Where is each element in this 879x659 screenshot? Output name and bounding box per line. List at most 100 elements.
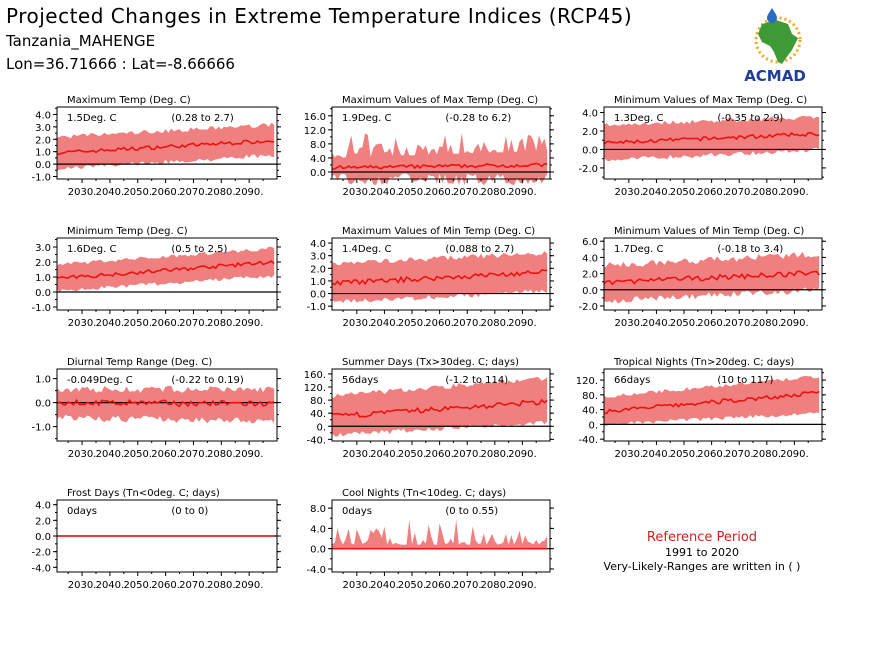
x-tick-label: 2070. (179, 318, 208, 329)
location-label: Tanzania_MAHENGE (6, 32, 156, 50)
y-tick-label: -1.0 (31, 173, 51, 184)
x-tick-label: 2090. (235, 318, 264, 329)
plot-frame (603, 368, 823, 442)
y-tick-label: 0.0 (582, 145, 598, 156)
x-tick-label: 2050. (398, 187, 427, 198)
change-value: 1.7Deg. C (614, 244, 663, 255)
median-line (56, 139, 275, 156)
y-tick-label: 1.0 (35, 273, 51, 284)
x-tick-label: 2030. (68, 187, 97, 198)
y-tick-label: 4.0 (310, 524, 326, 535)
x-tick-label: 2050. (670, 318, 699, 329)
x-tick-label: 2070. (453, 187, 482, 198)
y-tick-label: 3.0 (35, 243, 51, 254)
y-tick-label: 6.0 (582, 237, 598, 248)
y-tick-label: 0. (316, 422, 326, 433)
median-line (603, 131, 820, 145)
x-tick-label: 2050. (398, 580, 427, 591)
y-tick-label: 2.0 (582, 270, 598, 281)
chart-title: Cool Nights (Tn<10deg. C; days) (342, 488, 506, 499)
y-tick-label: 80. (582, 391, 598, 402)
x-tick-label: 2030. (68, 449, 97, 460)
x-tick-label: 2040. (370, 580, 399, 591)
plot-frame (331, 368, 551, 442)
very-likely-range: (-0.18 to 3.4) (717, 244, 783, 255)
chart-title: Maximum Temp (Deg. C) (67, 95, 191, 106)
y-tick-label: -2.0 (578, 164, 598, 175)
median-line (603, 270, 820, 286)
change-value: 1.4Deg. C (342, 244, 391, 255)
y-tick-label: 8.0 (310, 504, 326, 515)
x-tick-label: 2070. (453, 449, 482, 460)
y-tick-label: -2.0 (31, 548, 51, 559)
median-line (56, 398, 275, 408)
chart-panel: 4.03.02.01.00.0-1.02030.2040.2050.2060.2… (31, 95, 281, 198)
x-tick-label: 2090. (508, 318, 537, 329)
x-tick-label: 2090. (235, 580, 264, 591)
y-tick-label: 120. (304, 383, 326, 394)
y-tick-label: 4.0 (582, 109, 598, 120)
very-likely-range-note: Very-Likely-Ranges are written in ( ) (603, 560, 801, 573)
x-tick-label: 2050. (670, 187, 699, 198)
x-tick-label: 2090. (508, 449, 537, 460)
x-tick-label: 2050. (670, 449, 699, 460)
y-tick-label: 160. (304, 370, 326, 381)
very-likely-range-band (332, 519, 548, 549)
y-tick-label: 3.0 (310, 252, 326, 263)
very-likely-range-band (57, 385, 275, 424)
chart-title: Maximum Values of Min Temp (Deg. C) (342, 226, 535, 237)
x-tick-label: 2080. (207, 187, 236, 198)
x-tick-label: 2040. (370, 187, 399, 198)
y-tick-label: 2.0 (310, 264, 326, 275)
y-tick-label: 4.0 (35, 110, 51, 121)
x-tick-label: 2040. (370, 318, 399, 329)
acmad-logo: ACMAD (744, 8, 806, 85)
y-tick-label: -40. (578, 435, 598, 446)
y-tick-label: 0.0 (310, 545, 326, 556)
very-likely-range: (-0.35 to 2.9) (717, 113, 783, 124)
reference-period-title: Reference Period (646, 530, 758, 545)
x-tick-label: 2080. (752, 318, 781, 329)
x-tick-label: 2080. (207, 580, 236, 591)
y-tick-label: 1.0 (310, 277, 326, 288)
x-tick-label: 2040. (96, 318, 125, 329)
x-tick-label: 2090. (235, 187, 264, 198)
y-tick-label: 0.0 (35, 288, 51, 299)
very-likely-range: (-1.2 to 114) (445, 375, 508, 386)
y-tick-label: 0.0 (35, 532, 51, 543)
very-likely-range-band (332, 376, 548, 437)
change-value: -0.049Deg. C (67, 375, 133, 386)
y-tick-label: 3.0 (35, 123, 51, 134)
y-tick-label: 4.0 (582, 253, 598, 264)
x-tick-label: 2060. (151, 580, 180, 591)
chart-panel: 6.0 4.0 2.0 0.0 -2.0 2030.2040.2050.2060.2070… (578, 226, 826, 329)
y-tick-label: -2.0 (578, 302, 598, 313)
chart-panel: 3.0 2.0 1.0 0.0 -1.0 2030. 2040. 2050. 2060. 2070… (31, 226, 281, 329)
chart-panel: 4.0 2.0 0.0 -2.0 -4.0 2030. 2040. 2050. 2060. 207… (31, 488, 281, 591)
change-value: 56days (342, 375, 378, 386)
y-tick-label: 2.0 (582, 127, 598, 138)
y-tick-label: 12.0 (304, 126, 326, 137)
x-tick-label: 2090. (780, 318, 809, 329)
y-tick-label: 2.0 (35, 516, 51, 527)
y-tick-label: 2.0 (35, 135, 51, 146)
y-tick-label: 40. (582, 406, 598, 417)
y-tick-label: 4.0 (35, 501, 51, 512)
change-value: 0days (342, 506, 372, 517)
x-tick-label: 2030. (615, 449, 644, 460)
x-tick-label: 2040. (642, 449, 671, 460)
very-likely-range: (0.5 to 2.5) (171, 244, 227, 255)
chart-title: Summer Days (Tx>30deg. C; days) (342, 357, 519, 368)
very-likely-range: (0.28 to 2.7) (171, 113, 233, 124)
median-line (331, 162, 548, 170)
chart-panel: 160. 120. 80. 40. 0. -40. 2030.2040.2050.2060.… (304, 357, 554, 460)
x-tick-label: 2090. (508, 187, 537, 198)
chart-title: Minimum Values of Min Temp (Deg. C) (614, 226, 804, 237)
chart-panel: 4.02.00.0-2.02030.2040.2050.2060.2070.20… (578, 95, 826, 198)
x-tick-label: 2070. (725, 187, 754, 198)
y-tick-label: 120. (576, 376, 598, 387)
x-tick-label: 2070. (453, 318, 482, 329)
chart-title: Diurnal Temp Range (Deg. C) (67, 357, 212, 368)
plot-frame (331, 237, 551, 311)
